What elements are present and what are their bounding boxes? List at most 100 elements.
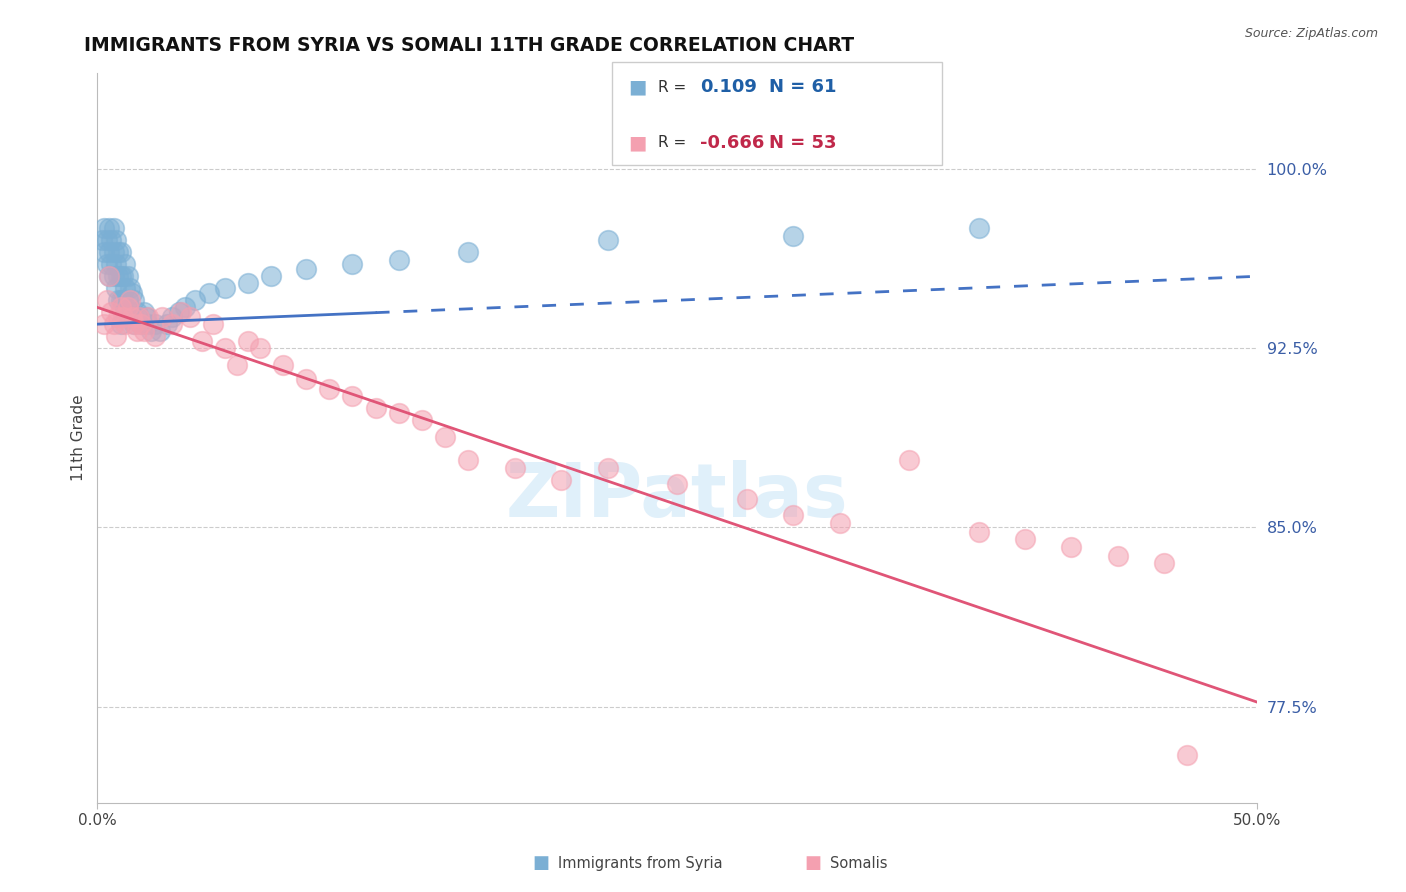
Point <box>114 317 136 331</box>
Point <box>104 329 127 343</box>
Point <box>111 293 134 308</box>
Text: Somalis: Somalis <box>830 856 887 871</box>
Point <box>1107 549 1129 563</box>
Point <box>457 245 479 260</box>
Point <box>1153 557 1175 571</box>
Point <box>121 286 143 301</box>
Point <box>124 317 146 331</box>
Point <box>96 234 118 248</box>
Point <box>107 293 129 308</box>
Point <box>295 262 318 277</box>
Point <box>104 281 127 295</box>
Text: ■: ■ <box>628 133 647 153</box>
Point <box>100 257 122 271</box>
Point <box>132 324 155 338</box>
Point <box>457 453 479 467</box>
Point <box>388 406 411 420</box>
Point <box>110 301 132 315</box>
Point <box>156 317 179 331</box>
Point <box>388 252 411 267</box>
Point <box>828 516 851 530</box>
Point <box>118 281 141 295</box>
Point <box>114 257 136 271</box>
Point <box>138 317 160 331</box>
Point <box>103 245 125 260</box>
Point <box>114 305 136 319</box>
Point <box>103 269 125 284</box>
Point <box>100 234 122 248</box>
Point <box>167 305 190 319</box>
Point <box>214 281 236 295</box>
Point <box>735 491 758 506</box>
Text: 0.109: 0.109 <box>700 78 756 96</box>
Point <box>97 269 120 284</box>
Point <box>236 334 259 348</box>
Point <box>666 477 689 491</box>
Point <box>139 324 162 338</box>
Point <box>118 293 141 308</box>
Point <box>143 329 166 343</box>
Text: ■: ■ <box>628 78 647 97</box>
Point <box>96 257 118 271</box>
Point <box>103 317 125 331</box>
Point <box>107 310 129 324</box>
Text: R =: R = <box>658 136 692 150</box>
Point <box>295 372 318 386</box>
Point <box>782 508 804 523</box>
Point <box>184 293 207 308</box>
Point <box>96 293 118 308</box>
Point <box>128 310 150 324</box>
Point <box>160 310 183 324</box>
Point <box>107 245 129 260</box>
Point <box>93 245 115 260</box>
Text: IMMIGRANTS FROM SYRIA VS SOMALI 11TH GRADE CORRELATION CHART: IMMIGRANTS FROM SYRIA VS SOMALI 11TH GRA… <box>84 36 855 54</box>
Point <box>174 301 197 315</box>
Point <box>236 277 259 291</box>
Point <box>107 269 129 284</box>
Point <box>150 310 173 324</box>
Point <box>91 234 114 248</box>
Point <box>110 317 132 331</box>
Point <box>93 221 115 235</box>
Point <box>318 382 340 396</box>
Text: N = 61: N = 61 <box>769 78 837 96</box>
Point <box>1177 747 1199 762</box>
Point <box>967 525 990 540</box>
Point <box>118 305 141 319</box>
Point <box>260 269 283 284</box>
Point <box>131 317 153 331</box>
Point <box>124 317 146 331</box>
Point <box>596 460 619 475</box>
Point <box>125 305 148 319</box>
Point <box>503 460 526 475</box>
Point <box>596 234 619 248</box>
Point <box>214 341 236 355</box>
Point <box>93 317 115 331</box>
Text: Immigrants from Syria: Immigrants from Syria <box>558 856 723 871</box>
Point <box>197 286 219 301</box>
Text: ZIPatlas: ZIPatlas <box>506 459 848 533</box>
Point <box>103 221 125 235</box>
Point <box>117 293 139 308</box>
Point <box>271 358 294 372</box>
Point <box>1014 533 1036 547</box>
Point <box>898 453 921 467</box>
Point <box>114 281 136 295</box>
Point <box>550 473 572 487</box>
Point <box>111 310 134 324</box>
Point <box>149 324 172 338</box>
Point <box>117 301 139 315</box>
Point <box>190 334 212 348</box>
Point <box>342 257 364 271</box>
Point <box>100 305 122 319</box>
Point <box>125 324 148 338</box>
Point <box>121 310 143 324</box>
Point <box>143 317 166 331</box>
Point <box>135 310 157 324</box>
Point <box>411 413 433 427</box>
Point <box>967 221 990 235</box>
Text: -0.666: -0.666 <box>700 134 765 152</box>
Point <box>110 269 132 284</box>
Text: R =: R = <box>658 80 692 95</box>
Point <box>117 269 139 284</box>
